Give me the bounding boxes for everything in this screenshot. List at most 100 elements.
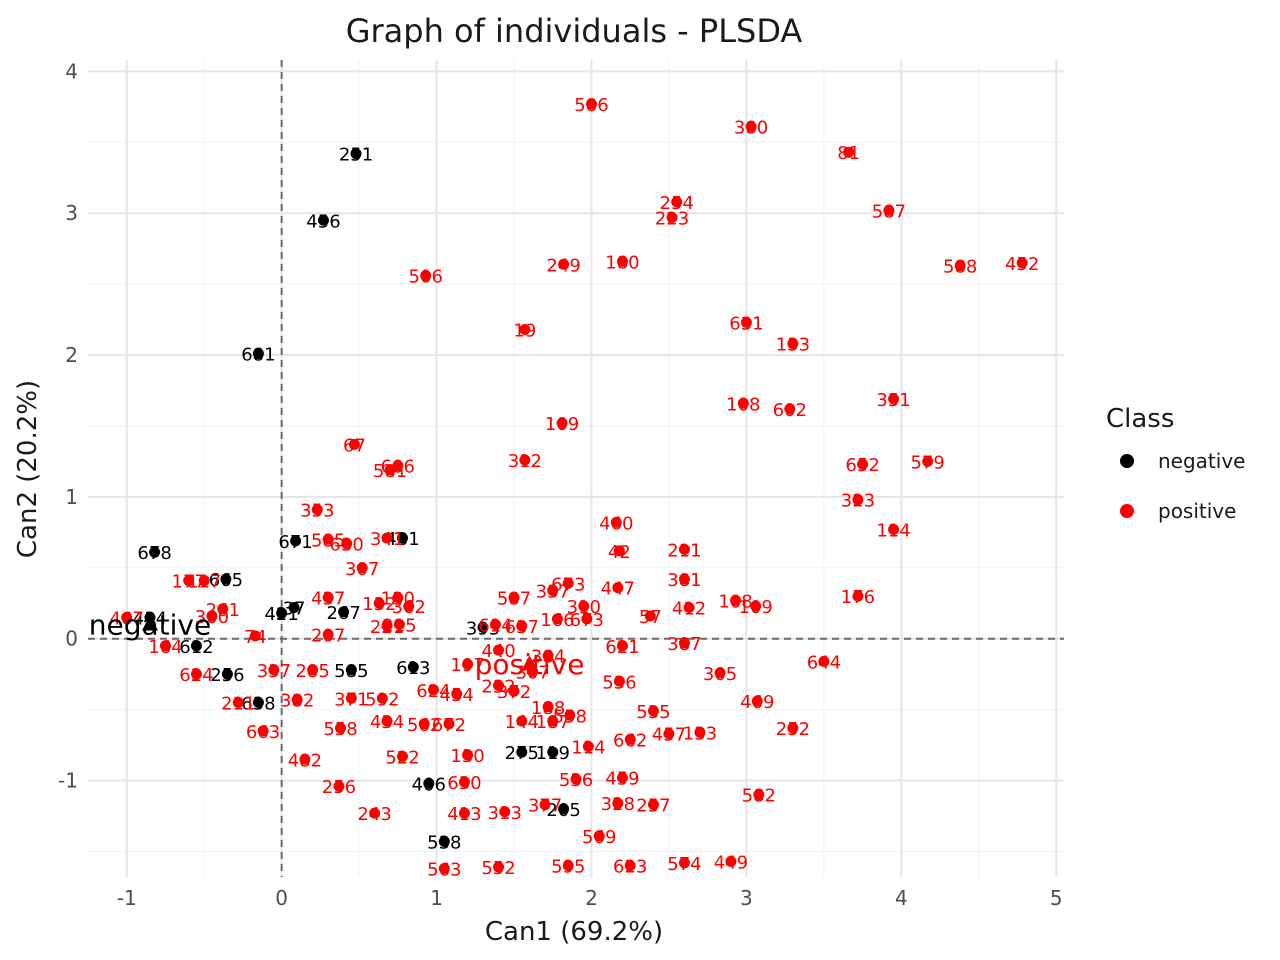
data-point [624, 733, 636, 745]
data-point [1016, 257, 1028, 269]
legend: Class a negative a positive [1106, 404, 1245, 523]
point-label: 469 [740, 692, 774, 713]
data-point [753, 789, 765, 801]
data-point [477, 621, 489, 633]
data-point [678, 543, 690, 555]
point-label: 377 [528, 796, 562, 817]
data-point [403, 600, 415, 612]
data-point [750, 600, 762, 612]
point-label: 585 [311, 530, 345, 551]
point-label: 522 [385, 747, 419, 768]
data-point [307, 664, 319, 676]
point-label: 624 [416, 681, 450, 702]
data-point [333, 780, 345, 792]
data-point [888, 523, 900, 535]
data-point [322, 628, 334, 640]
data-point [678, 857, 690, 869]
data-point [462, 749, 474, 761]
point-label: 74 [244, 627, 267, 648]
point-label: 449 [714, 852, 748, 873]
point-label: 587 [497, 589, 531, 610]
point-label: 581 [373, 461, 407, 482]
data-point [451, 688, 463, 700]
data-point [493, 680, 505, 692]
data-point [644, 610, 656, 622]
data-point [539, 799, 551, 811]
legend-item-positive: a positive [1120, 499, 1236, 523]
data-point [613, 675, 625, 687]
point-label: 613 [396, 658, 430, 679]
point-label: 558 [553, 706, 587, 727]
data-point [562, 860, 574, 872]
point-label: 307 [345, 559, 379, 580]
data-point [311, 504, 323, 516]
data-point [376, 692, 388, 704]
point-label: 579 [910, 452, 944, 473]
point-label: 197 [450, 655, 484, 676]
point-label: 678 [137, 543, 171, 564]
data-point [159, 640, 171, 652]
data-point [345, 692, 357, 704]
point-label: 638 [241, 694, 275, 715]
data-point [519, 323, 531, 335]
point-label: 132 [362, 594, 396, 615]
point-label: 644 [807, 652, 841, 673]
data-point [647, 705, 659, 717]
data-point [678, 637, 690, 649]
data-point [252, 697, 264, 709]
data-point [519, 454, 531, 466]
data-point [922, 455, 934, 467]
data-point [547, 715, 559, 727]
data-point [616, 772, 628, 784]
data-point [198, 575, 210, 587]
point-label: 114 [571, 738, 605, 759]
point-label: 406 [412, 774, 446, 795]
point-label: 372 [497, 682, 531, 703]
point-label: 412 [672, 599, 706, 620]
grid-layer [88, 60, 1064, 877]
legend-glyph-negative: a [1123, 455, 1132, 471]
data-point [206, 610, 218, 622]
point-label: 506 [409, 267, 443, 288]
data-point [121, 611, 133, 623]
data-point [610, 516, 622, 528]
data-point [356, 562, 368, 574]
data-point [438, 862, 450, 874]
data-point [516, 715, 528, 727]
data-point [737, 397, 749, 409]
point-label: 662 [613, 730, 647, 751]
point-label: 588 [943, 257, 977, 278]
x-tick-label: 4 [895, 886, 908, 910]
point-label: 614 [478, 616, 512, 637]
point-label: 431 [385, 529, 419, 550]
y-tick-label: -1 [58, 769, 78, 793]
data-point [232, 697, 244, 709]
data-point [393, 619, 405, 631]
point-label: 381 [667, 570, 701, 591]
data-point [252, 348, 264, 360]
data-point [392, 592, 404, 604]
data-point [317, 214, 329, 226]
data-point [663, 728, 675, 740]
data-point [335, 722, 347, 734]
data-point [581, 613, 593, 625]
point-label: 187 [536, 712, 570, 733]
data-point [396, 750, 408, 762]
point-label: 387 [667, 634, 701, 655]
data-point [612, 797, 624, 809]
point-label: 371 [334, 689, 368, 710]
data-point [373, 597, 385, 609]
point-label: 569 [582, 827, 616, 848]
point-label: 624 [179, 665, 213, 686]
point-label: 243 [357, 804, 391, 825]
data-point [883, 204, 895, 216]
y-tick-label: 2 [65, 343, 78, 367]
point-label: 109 [739, 597, 773, 618]
point-label: 467 [110, 608, 144, 629]
point-label: 552 [481, 858, 515, 879]
data-point [291, 694, 303, 706]
point-label: 602 [773, 400, 807, 421]
data-point [322, 592, 334, 604]
point-label: 188 [531, 698, 565, 719]
